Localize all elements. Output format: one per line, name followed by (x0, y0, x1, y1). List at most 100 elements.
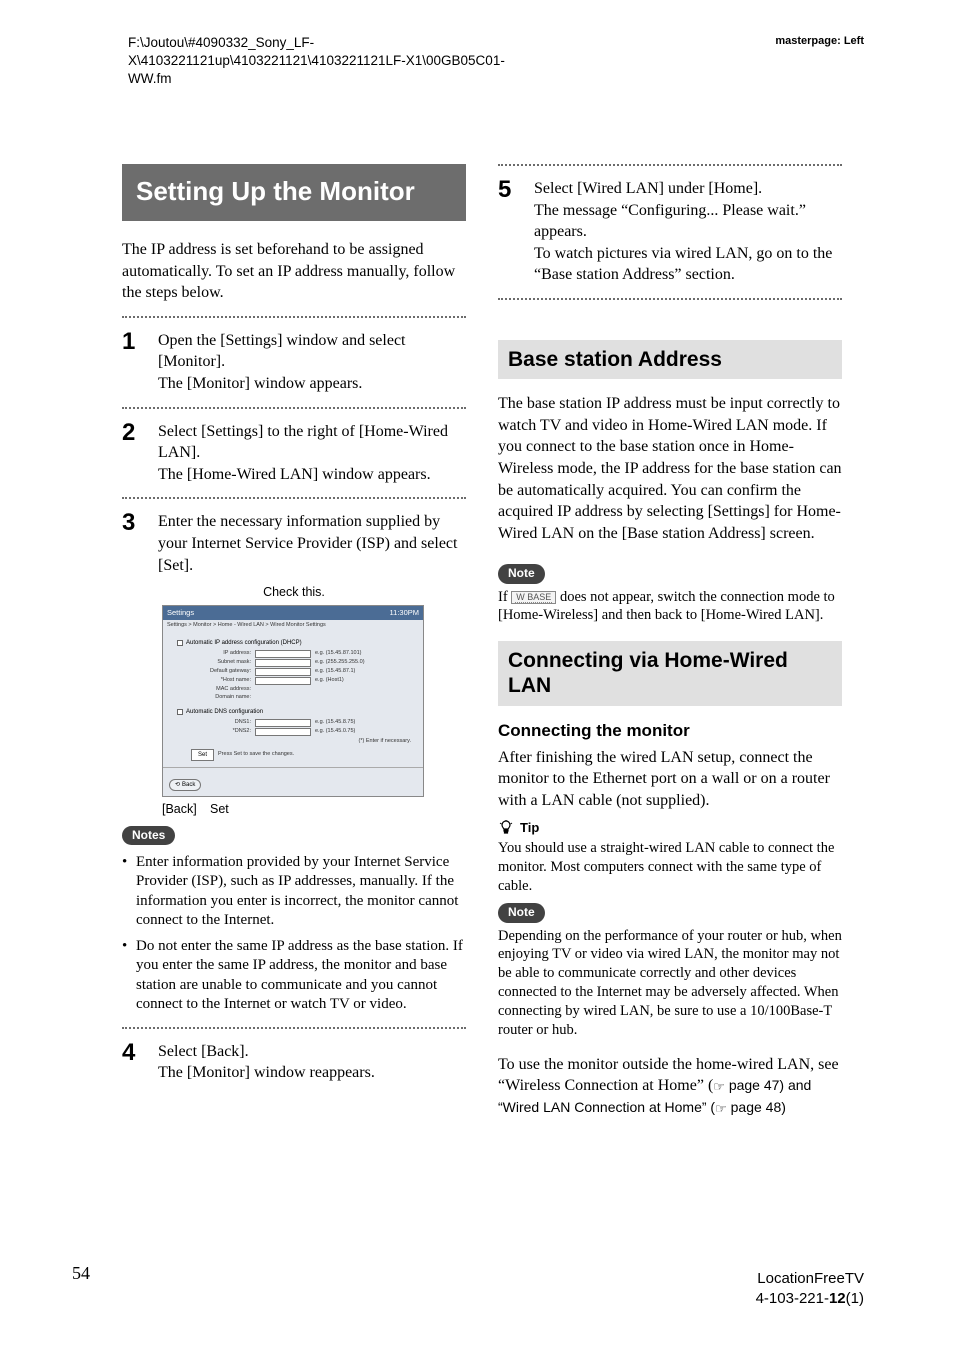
host-input[interactable] (255, 677, 311, 685)
mock-back-bar: ⟲ Back (163, 767, 423, 796)
dns1-input[interactable] (255, 719, 311, 727)
mock-clock: 11:30PM (390, 608, 419, 618)
back-button[interactable]: ⟲ Back (169, 779, 201, 791)
divider (498, 164, 842, 166)
right-column: 5 Select [Wired LAN] under [Home].The me… (498, 164, 842, 1130)
press-set-text: Press Set to save the changes. (218, 751, 294, 758)
base-station-text: The base station IP address must be inpu… (498, 393, 842, 544)
base-station-heading: Base station Address (498, 340, 842, 379)
connect-heading: Connecting via Home-Wired LAN (498, 641, 842, 705)
host-eg: e.g. (Host1) (311, 677, 344, 684)
footer-doc-info: LocationFreeTV 4-103-221-12(1) (756, 1269, 864, 1310)
step-text: Open the [Settings] window and select [M… (158, 330, 466, 395)
auto-dns-label: Automatic DNS configuration (186, 708, 263, 716)
divider (122, 497, 466, 499)
subnet-label: Subnet mask: (171, 659, 255, 666)
page-number: 54 (72, 1261, 90, 1285)
mock-breadcrumb: Settings > Monitor > Home - Wired LAN > … (163, 620, 423, 631)
divider (498, 298, 842, 300)
set-button[interactable]: Set (191, 749, 214, 761)
outro-ref2: page 48) (727, 1099, 786, 1115)
set-callout: Set (210, 801, 250, 818)
divider (122, 407, 466, 409)
left-column: Setting Up the Monitor The IP address is… (122, 164, 466, 1130)
auto-dns-checkbox[interactable]: Automatic DNS configuration (177, 708, 415, 716)
step-5: 5 Select [Wired LAN] under [Home].The me… (498, 178, 842, 286)
note-item: Enter information provided by your Inter… (122, 853, 466, 931)
back-callout: [Back] (162, 801, 210, 818)
mac-row: MAC address: (171, 686, 415, 693)
domain-label: Domain name: (171, 694, 255, 701)
dns2-input[interactable] (255, 728, 311, 736)
step-text: Select [Back].The [Monitor] window reapp… (158, 1041, 466, 1084)
note-item: Do not enter the same IP address as the … (122, 937, 466, 1015)
ip-label: IP address: (171, 650, 255, 657)
dns2-eg: e.g. (15.45.0.75) (311, 728, 355, 735)
checkbox-icon (177, 709, 183, 715)
divider (122, 316, 466, 318)
page-title: Setting Up the Monitor (122, 164, 466, 221)
auto-ip-checkbox[interactable]: Automatic IP address configuration (DHCP… (177, 639, 415, 647)
host-label: *Host name: (171, 677, 255, 684)
dns1-eg: e.g. (15.45.8.75) (311, 719, 355, 726)
outro-text: To use the monitor outside the home-wire… (498, 1054, 842, 1119)
mock-title: Settings (167, 608, 194, 618)
connect-subheading: Connecting the monitor (498, 720, 842, 743)
dns2-label: *DNS2: (171, 728, 255, 735)
note-pill: Note (498, 903, 545, 922)
gateway-eg: e.g. (15.45.87.1) (311, 668, 355, 675)
connect-text: After finishing the wired LAN setup, con… (498, 747, 842, 812)
mac-label: MAC address: (171, 686, 255, 693)
step-1: 1 Open the [Settings] window and select … (122, 330, 466, 395)
tip-label: Tip (520, 819, 539, 837)
back-label: Back (182, 781, 195, 789)
dns1-label: DNS1: (171, 719, 255, 726)
step-text: Select [Settings] to the right of [Home-… (158, 421, 466, 486)
divider (122, 1027, 466, 1029)
step-text: Select [Wired LAN] under [Home].The mess… (534, 178, 842, 286)
two-column-layout: Setting Up the Monitor The IP address is… (122, 164, 842, 1130)
tip-row: Tip (498, 819, 842, 837)
wbase-icon: W BASE (511, 591, 556, 604)
subnet-row: Subnet mask: e.g. (255.255.255.0) (171, 659, 415, 667)
gateway-row: Default gateway: e.g. (15.45.87.1) (171, 668, 415, 676)
checkbox-icon (177, 640, 183, 646)
hand-icon: ☞ (715, 1100, 727, 1118)
masterpage-label: masterpage: Left (775, 34, 864, 49)
hand-icon: ☞ (713, 1078, 725, 1096)
mock-titlebar: Settings 11:30PM (163, 606, 423, 620)
step-number: 2 (122, 421, 140, 445)
check-this-caption: Check this. (122, 584, 466, 601)
subnet-eg: e.g. (255.255.255.0) (311, 659, 365, 666)
ip-address-row: IP address: e.g. (15.45.87.101) (171, 650, 415, 658)
subnet-input[interactable] (255, 659, 311, 667)
notes-pill: Notes (122, 826, 175, 845)
mock-body: Automatic IP address configuration (DHCP… (163, 632, 423, 768)
lightbulb-icon (498, 820, 514, 836)
note2-text: Depending on the performance of your rou… (498, 927, 842, 1040)
intro-paragraph: The IP address is set beforehand to be a… (122, 239, 466, 304)
host-row: *Host name: e.g. (Host1) (171, 677, 415, 685)
dns2-row: *DNS2: e.g. (15.45.0.75) (171, 728, 415, 736)
footer-doc-number: 4-103-221-12(1) (756, 1289, 864, 1309)
gateway-label: Default gateway: (171, 668, 255, 675)
step-number: 5 (498, 178, 516, 202)
set-row: Set Press Set to save the changes. (191, 749, 415, 761)
gateway-input[interactable] (255, 668, 311, 676)
ip-eg: e.g. (15.45.87.101) (311, 650, 361, 657)
enter-if-necessary: (*) Enter if necessary. (171, 738, 415, 745)
back-arrow-icon: ⟲ (175, 781, 180, 789)
dns1-row: DNS1: e.g. (15.45.8.75) (171, 719, 415, 727)
domain-row: Domain name: (171, 694, 415, 701)
notes-list: Enter information provided by your Inter… (122, 853, 466, 1015)
base-note-a: If (498, 589, 511, 605)
step-number: 1 (122, 330, 140, 354)
step-number: 4 (122, 1041, 140, 1065)
step-text: Enter the necessary information supplied… (158, 511, 466, 576)
note-pill: Note (498, 564, 545, 583)
step-number: 3 (122, 511, 140, 535)
ip-input[interactable] (255, 650, 311, 658)
settings-window-mock: Settings 11:30PM Settings > Monitor > Ho… (162, 605, 424, 797)
file-path: F:\Joutou\#4090332_Sony_LF-X\4103221121u… (128, 34, 548, 89)
tip-text: You should use a straight-wired LAN cabl… (498, 839, 842, 896)
